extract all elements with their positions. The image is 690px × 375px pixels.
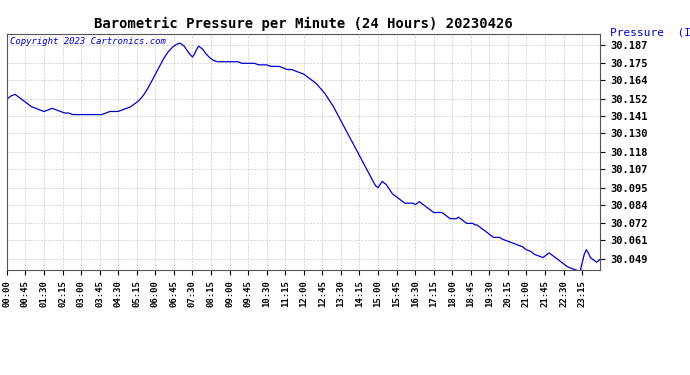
- Y-axis label: Pressure  (Inches/Hg): Pressure (Inches/Hg): [609, 28, 690, 38]
- Text: Copyright 2023 Cartronics.com: Copyright 2023 Cartronics.com: [10, 37, 166, 46]
- Title: Barometric Pressure per Minute (24 Hours) 20230426: Barometric Pressure per Minute (24 Hours…: [95, 17, 513, 31]
